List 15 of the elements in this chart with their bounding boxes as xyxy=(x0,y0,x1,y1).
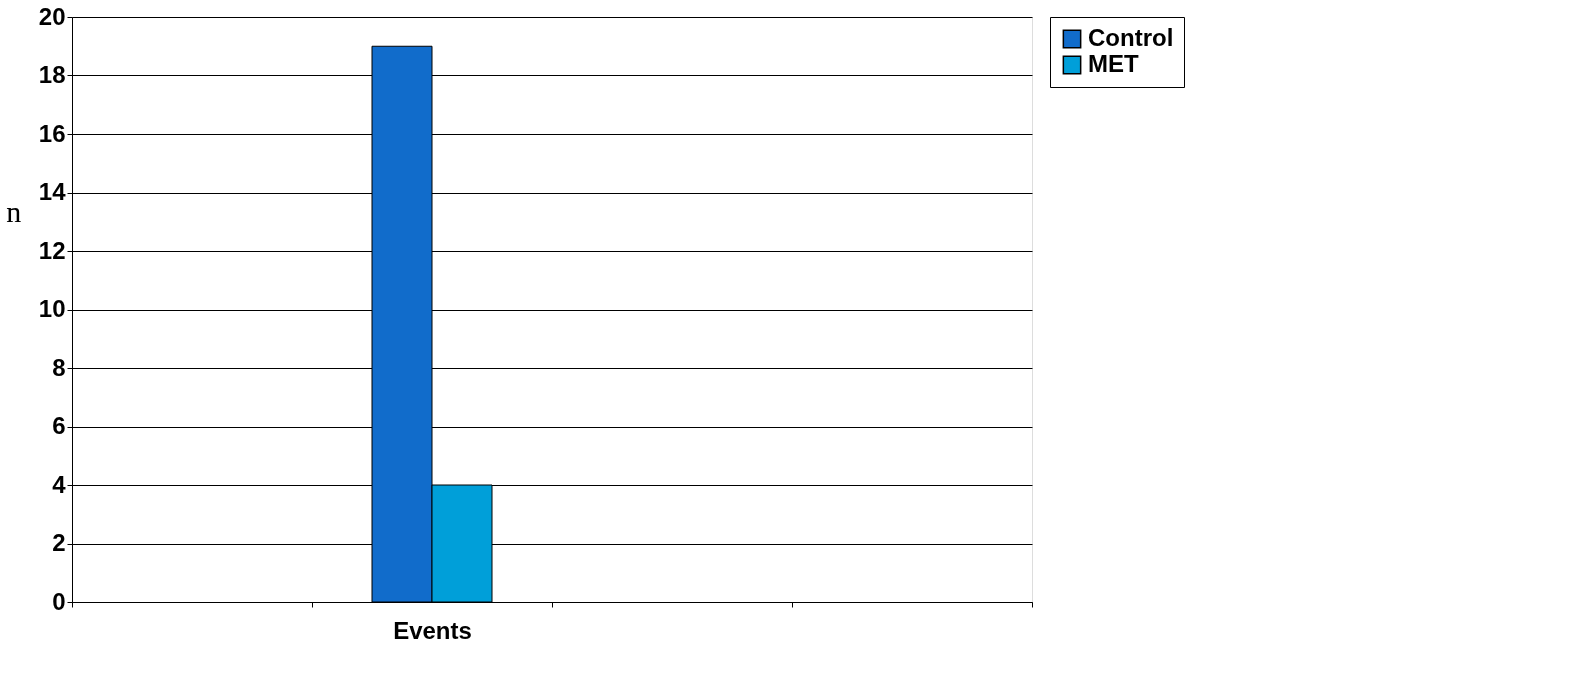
y-axis-title: n xyxy=(6,194,22,228)
y-tick-label: 0 xyxy=(52,587,66,615)
y-tick-label: 12 xyxy=(38,236,66,264)
legend-label: MET xyxy=(1088,50,1139,77)
y-tick-label: 2 xyxy=(52,529,66,556)
y-tick-label: 14 xyxy=(38,178,67,205)
y-tick-label: 18 xyxy=(38,61,66,88)
y-tick-label: 4 xyxy=(52,470,67,498)
y-tick-label: 8 xyxy=(52,353,66,381)
y-tick-label: 20 xyxy=(38,2,66,30)
y-tick-label: 6 xyxy=(52,412,66,439)
y-tick-label: 16 xyxy=(38,119,66,147)
y-tick-label: 10 xyxy=(38,295,66,322)
x-tick-label: Events xyxy=(393,616,472,644)
legend-label: Control xyxy=(1088,24,1174,51)
